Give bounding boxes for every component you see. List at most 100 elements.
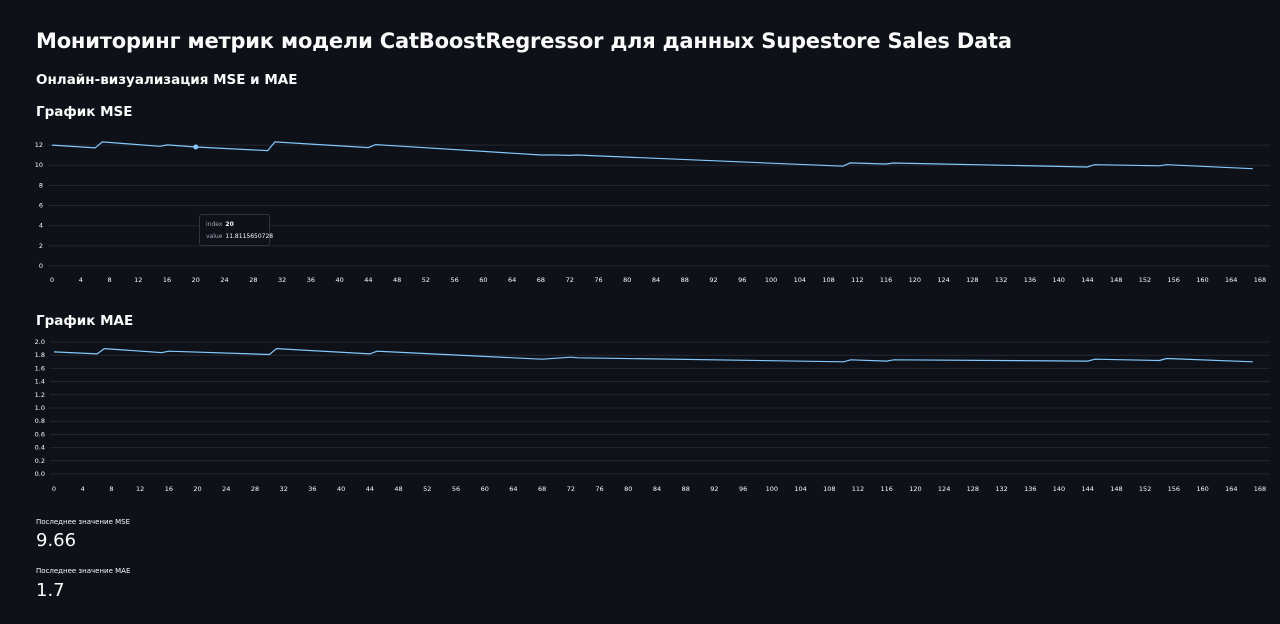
x-tick-label: 104 (794, 485, 806, 493)
x-tick-label: 72 (566, 276, 574, 284)
x-tick-label: 148 (1110, 485, 1122, 493)
x-tick-label: 68 (538, 485, 546, 493)
x-tick-label: 100 (765, 276, 777, 284)
x-tick-label: 56 (451, 276, 459, 284)
x-tick-label: 124 (937, 276, 949, 284)
x-tick-label: 72 (567, 485, 575, 493)
y-tick-label: 0.8 (35, 417, 45, 425)
x-tick-label: 20 (193, 485, 201, 493)
y-tick-label: 1.0 (35, 404, 45, 412)
y-tick-label: 10 (35, 161, 43, 169)
x-tick-label: 60 (481, 485, 489, 493)
x-tick-label: 152 (1139, 276, 1151, 284)
x-tick-label: 16 (163, 276, 171, 284)
x-tick-label: 52 (422, 276, 430, 284)
x-tick-label: 4 (79, 276, 83, 284)
y-tick-label: 8 (39, 181, 43, 189)
x-tick-label: 148 (1110, 276, 1122, 284)
x-tick-label: 48 (394, 485, 402, 493)
x-tick-label: 28 (251, 485, 259, 493)
y-tick-label: 4 (39, 222, 43, 230)
mae-metric-label: Последнее значение MAE (36, 567, 131, 575)
x-tick-label: 80 (623, 276, 631, 284)
x-tick-label: 116 (881, 485, 893, 493)
y-tick-label: 0.2 (35, 457, 45, 465)
x-tick-label: 164 (1225, 485, 1237, 493)
x-tick-label: 160 (1196, 485, 1208, 493)
tooltip-index-label: index (206, 221, 223, 228)
x-tick-label: 68 (537, 276, 545, 284)
mae-line-chart[interactable]: 0.00.20.40.60.81.01.21.41.61.82.00 4 8 12 16… (0, 332, 1280, 494)
mse-chart-heading: График MSE (36, 104, 133, 120)
x-tick-label: 144 (1081, 276, 1093, 284)
x-tick-label: 36 (308, 485, 316, 493)
x-tick-label: 156 (1168, 485, 1180, 493)
y-tick-label: 2 (39, 242, 43, 250)
x-tick-label: 84 (653, 485, 661, 493)
x-tick-label: 120 (909, 485, 921, 493)
x-tick-label: 60 (479, 276, 487, 284)
x-tick-label: 84 (652, 276, 660, 284)
x-tick-label: 24 (220, 276, 228, 284)
mae-chart-heading: График MAE (36, 313, 134, 329)
x-tick-label: 96 (738, 276, 746, 284)
x-tick-label: 168 (1254, 485, 1266, 493)
x-tick-label: 104 (794, 276, 806, 284)
x-tick-label: 128 (967, 485, 979, 493)
y-tick-label: 2.0 (35, 338, 45, 346)
x-tick-label: 112 (852, 485, 864, 493)
y-tick-label: 1.8 (35, 351, 45, 359)
y-tick-label: 0.0 (35, 470, 45, 478)
x-tick-label: 124 (938, 485, 950, 493)
x-tick-label: 8 (107, 276, 111, 284)
x-tick-label: 52 (423, 485, 431, 493)
x-tick-label: 48 (393, 276, 401, 284)
x-tick-label: 56 (452, 485, 460, 493)
y-tick-label: 0 (39, 262, 43, 270)
x-tick-label: 132 (995, 485, 1007, 493)
x-tick-label: 140 (1052, 276, 1064, 284)
x-tick-label: 92 (710, 485, 718, 493)
mse-metric-value: 9.66 (36, 530, 77, 551)
mse-metric-label: Последнее значение MSE (36, 518, 131, 526)
x-tick-label: 116 (880, 276, 892, 284)
x-tick-label: 140 (1053, 485, 1065, 493)
x-tick-label: 156 (1168, 276, 1180, 284)
tooltip-index-value: 20 (225, 221, 234, 228)
x-tick-label: 0 (52, 485, 56, 493)
x-tick-label: 152 (1139, 485, 1151, 493)
x-tick-label: 108 (822, 276, 834, 284)
x-tick-label: 12 (136, 485, 144, 493)
y-tick-label: 6 (39, 202, 43, 210)
y-tick-label: 1.2 (35, 391, 45, 399)
x-tick-label: 40 (337, 485, 345, 493)
mae-metric-value: 1.7 (36, 580, 65, 601)
y-tick-label: 0.4 (35, 444, 45, 452)
x-tick-label: 64 (508, 276, 516, 284)
series-line (51, 141, 1253, 170)
y-tick-label: 12 (35, 141, 43, 149)
x-tick-label: 24 (222, 485, 230, 493)
x-tick-label: 96 (739, 485, 747, 493)
x-tick-label: 120 (909, 276, 921, 284)
x-tick-label: 136 (1024, 485, 1036, 493)
x-tick-label: 64 (509, 485, 517, 493)
x-tick-label: 44 (366, 485, 374, 493)
series-line (53, 347, 1253, 363)
x-tick-label: 160 (1196, 276, 1208, 284)
x-tick-label: 164 (1225, 276, 1237, 284)
tooltip-value-value: 11.8115650728 (225, 233, 274, 240)
x-tick-label: 88 (681, 276, 689, 284)
x-tick-label: 0 (50, 276, 54, 284)
x-tick-label: 16 (165, 485, 173, 493)
x-tick-label: 80 (624, 485, 632, 493)
page-title: Мониторинг метрик модели CatBoostRegress… (36, 29, 1012, 53)
y-tick-label: 1.6 (35, 364, 45, 372)
chart-tooltip: index 20 value 11.8115650728 (199, 214, 274, 246)
x-tick-label: 36 (307, 276, 315, 284)
x-tick-label: 128 (966, 276, 978, 284)
x-tick-label: 28 (249, 276, 257, 284)
x-tick-label: 108 (823, 485, 835, 493)
x-tick-label: 144 (1082, 485, 1094, 493)
